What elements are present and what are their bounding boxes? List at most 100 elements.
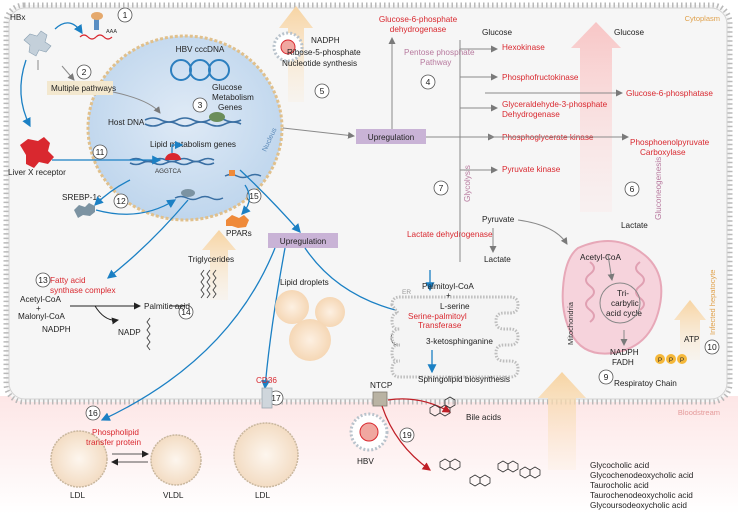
tca-label-3: acid cycle [606, 309, 642, 318]
ketosphinganine-label: 3-ketosphinganine [426, 337, 493, 346]
upregulation-label-1: Upregulation [368, 133, 415, 142]
hbv-core-bottom [359, 422, 379, 442]
pepck-label-2: Carboxylase [640, 148, 686, 157]
fatty-acid-chain [146, 317, 151, 351]
svg-text:P: P [669, 357, 673, 364]
ppar-on-dna [229, 170, 235, 176]
srebp-label: SREBP-1c [62, 193, 101, 202]
svg-text:1: 1 [123, 10, 128, 20]
pepck-label-1: Phosphoenolpyruvate [630, 138, 710, 147]
pfk-label: Phosphofructokinase [502, 73, 579, 82]
svg-text:P: P [658, 357, 662, 364]
endoplasmic-reticulum [390, 295, 520, 379]
ppp-nadph: NADPH [311, 36, 340, 45]
g6pase-label: Glucose-6-phosphatase [626, 89, 713, 98]
bile-acid-item-3: Taurochenodeoxycholic acid [590, 491, 693, 500]
cell-membrane-inner [8, 7, 728, 400]
svg-text:2: 2 [82, 67, 87, 77]
lipid-plus: + [36, 304, 41, 313]
atp-up-arrow [674, 300, 706, 360]
ldl-label-1: LDL [70, 491, 85, 500]
lactate-label-1: Lactate [484, 255, 511, 264]
glucose-label-1: Glucose [482, 28, 512, 37]
ntcp-transporter [372, 391, 388, 407]
step-badges: 1 2 3 4 5 6 7 8 9 10 11 12 13 14 15 16 1… [35, 7, 720, 443]
ldh-label: Lactate dehydrogenase [407, 230, 493, 239]
hbv-label: HBV [357, 457, 374, 466]
svg-text:7: 7 [439, 183, 444, 193]
triglycerides-label: Triglycerides [188, 255, 234, 264]
lxr-bound-dna [165, 153, 181, 160]
mito-nadph: NADPH [610, 348, 639, 357]
pyruvate-label: Pyruvate [482, 215, 515, 224]
ribosome-cap [91, 12, 103, 20]
cccdna-label: HBV cccDNA [176, 45, 225, 54]
glucose-genes-1: Glucose [212, 83, 242, 92]
srebp-protein [74, 203, 95, 218]
lipid-genes-label: Lipid metabolism genes [150, 140, 236, 149]
multiple-pathways-box [47, 81, 113, 95]
mito-fadh: FADH [612, 358, 634, 367]
svg-text:13: 13 [38, 275, 48, 285]
er-label: ER [402, 289, 411, 296]
hbx-mrna [79, 34, 113, 40]
host-dna-label: Host DNA [108, 118, 145, 127]
gluconeogenesis-up-arrow [571, 22, 621, 212]
gapdh-label-1: Glyceraldehyde-3-phosphate [502, 100, 608, 109]
aggtca-label: AGGTCA [155, 168, 182, 175]
lxr-transcription-arrow [171, 140, 184, 153]
tca-label-1: Tri- [617, 289, 629, 298]
lipid-arrows [70, 302, 185, 325]
lactate-label-2: Lactate [621, 221, 648, 230]
lxr-protein [20, 137, 54, 168]
nadp-label: NADP [118, 328, 141, 337]
svg-text:19: 19 [402, 430, 412, 440]
pltp-exchange-arrows [111, 450, 149, 466]
ppp-nucleotide: Nucleotide synthesis [282, 59, 357, 68]
mitochondria-label: Mitochondria [566, 301, 575, 345]
palmitoyl-label: Palmitoyl-CoA [422, 282, 474, 291]
svg-text:16: 16 [88, 408, 98, 418]
resp-chain-label: Respiratoy Chain [614, 379, 677, 388]
svg-text:P: P [680, 357, 684, 364]
cristae-1 [585, 261, 595, 323]
svg-text:3: 3 [198, 100, 203, 110]
lipid-nadph-label: NADPH [42, 325, 71, 334]
g6pd-label-1: Glucose-6-phosphate [379, 15, 458, 24]
cccdna-circle-3 [208, 59, 230, 81]
host-dna-strand [144, 117, 242, 123]
triglyceride-up-arrow [202, 230, 236, 300]
lipid-droplets-label: Lipid droplets [280, 278, 329, 287]
svg-text:17: 17 [271, 393, 281, 403]
bile-acid-item-2: Taurocholic acid [590, 481, 649, 490]
lipoprotein-ldl-2 [233, 422, 299, 488]
bloodstream-label: Bloodstream [678, 408, 720, 417]
pathway-arrows [37, 37, 629, 262]
glycolysis-label: Glycolysis [463, 165, 472, 202]
atp-phosphates: P P P [655, 354, 687, 364]
cytoplasm-label: Cytoplasm [685, 14, 720, 23]
svg-text:4: 4 [426, 77, 431, 87]
svg-text:9: 9 [604, 372, 609, 382]
aaa-label: AAA [106, 29, 117, 35]
lxr-label: Liver X receptor [8, 168, 66, 177]
gluconeogenesis-label: Gluconeogenesis [654, 157, 663, 220]
upregulation-label-2: Upregulation [280, 237, 327, 246]
palmitic-acid-label: Palmitic acid [144, 302, 190, 311]
svg-text:11: 11 [96, 147, 105, 157]
hbv-core-top [280, 39, 296, 55]
srebp-dna [174, 195, 224, 201]
hbx-label: HBx [10, 13, 25, 22]
ppp-pathway-2: Pathway [420, 58, 452, 67]
ntcp-label: NTCP [370, 381, 393, 390]
cd36-label: CD36 [256, 376, 277, 385]
ribosome [94, 16, 99, 30]
spt-label-2: Transferase [418, 321, 462, 330]
bile-acid-item-0: Glycocholic acid [590, 461, 650, 470]
hexokinase-label: Hexokinase [502, 43, 545, 52]
bile-acid-arrow-2 [381, 405, 431, 471]
atp-label: ATP [684, 335, 700, 344]
g6pd-label-2: dehydrogenase [390, 25, 447, 34]
